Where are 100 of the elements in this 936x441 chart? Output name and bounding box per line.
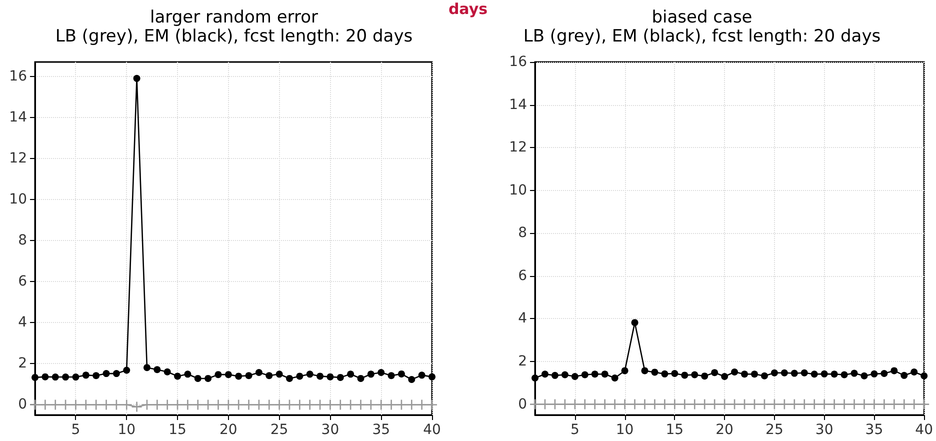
point: [255, 369, 262, 376]
point: [222, 399, 234, 410]
point: [561, 371, 568, 378]
point: [324, 399, 336, 410]
point: [192, 399, 204, 410]
point: [70, 399, 82, 410]
point: [82, 372, 90, 379]
point: [768, 398, 780, 410]
point: [112, 370, 120, 378]
point: [878, 398, 890, 410]
chart-subtitle: LB (grey), EM (black), fcst length: 20 days: [55, 26, 413, 46]
x-tick-label: 5: [570, 422, 580, 438]
point: [154, 366, 161, 374]
y-tick-label: 4: [18, 314, 28, 331]
point: [162, 399, 173, 410]
point: [286, 374, 293, 382]
x-tick-label: 5: [71, 422, 80, 438]
point: [890, 367, 898, 374]
point: [164, 368, 171, 376]
point: [741, 370, 748, 378]
point: [80, 399, 92, 410]
point: [110, 399, 122, 410]
point: [659, 398, 670, 410]
point: [748, 398, 760, 410]
point: [40, 399, 51, 410]
point: [838, 398, 850, 410]
point: [123, 366, 130, 374]
x-tick-label: 30: [815, 422, 834, 438]
point: [651, 368, 658, 376]
point: [539, 398, 551, 410]
point: [778, 398, 790, 410]
point: [235, 372, 242, 380]
point: [880, 370, 888, 377]
y-tick-label: 16: [509, 54, 528, 70]
point: [212, 399, 224, 410]
point: [848, 398, 860, 410]
point: [589, 398, 601, 410]
point: [790, 370, 798, 377]
point: [900, 372, 908, 379]
point: [671, 370, 678, 377]
point: [708, 398, 720, 410]
point: [152, 399, 163, 410]
point: [276, 370, 283, 378]
point: [202, 399, 214, 410]
point: [52, 374, 59, 381]
point: [42, 373, 49, 380]
point: [294, 399, 306, 410]
point: [818, 398, 830, 410]
y-tick-label: 12: [509, 140, 527, 156]
point: [738, 398, 750, 410]
point: [798, 398, 810, 410]
point: [50, 399, 62, 410]
y-tick-label: 4: [518, 310, 528, 327]
point: [888, 398, 900, 410]
point: [591, 370, 598, 378]
point: [224, 371, 232, 378]
point: [367, 370, 374, 378]
x-tick-label: 15: [168, 422, 186, 438]
point: [649, 398, 660, 410]
point: [898, 398, 910, 410]
point: [120, 399, 132, 410]
point: [850, 370, 858, 377]
point: [770, 369, 778, 376]
point: [347, 370, 354, 378]
chart-subtitle: LB (grey), EM (black), fcst length: 20 days: [523, 26, 881, 46]
point: [688, 398, 700, 410]
point: [172, 399, 184, 410]
point: [661, 370, 668, 378]
point: [860, 372, 868, 380]
point: [609, 398, 620, 410]
point: [830, 370, 838, 378]
point: [388, 372, 395, 380]
point: [669, 398, 680, 410]
point: [141, 399, 153, 410]
point: [102, 370, 110, 378]
y-tick-label: 14: [509, 96, 528, 113]
point: [316, 372, 324, 380]
point: [780, 369, 788, 376]
point: [679, 398, 690, 410]
point: [184, 370, 192, 378]
x-tick-label: 30: [321, 422, 340, 438]
point: [541, 370, 548, 378]
y-tick-label: 14: [9, 109, 28, 126]
point: [214, 371, 222, 378]
y-tick-label: 10: [9, 192, 27, 208]
y-tick-label: 6: [518, 268, 528, 284]
point: [701, 372, 708, 380]
point: [60, 399, 72, 410]
y-tick-label: 6: [18, 274, 28, 290]
point: [365, 399, 377, 410]
point: [416, 399, 428, 410]
point: [174, 372, 182, 380]
point: [641, 367, 648, 374]
x-tick-label: 25: [766, 422, 784, 438]
x-tick-label: 35: [372, 422, 390, 438]
point: [711, 369, 718, 376]
point: [808, 398, 820, 410]
point: [314, 399, 326, 410]
point: [143, 364, 150, 372]
point: [828, 398, 840, 410]
